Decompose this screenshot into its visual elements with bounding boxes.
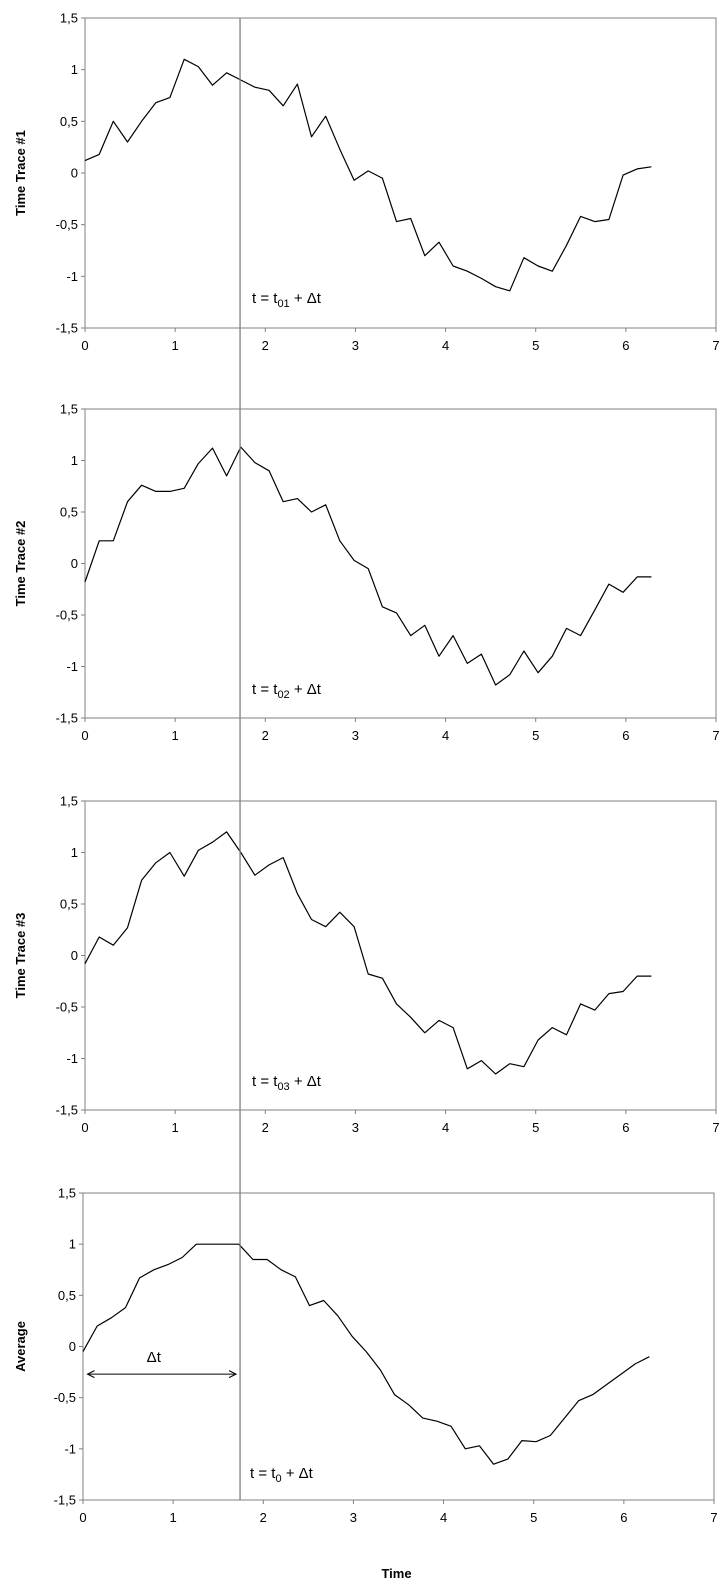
- annotation-prefix: t = t: [252, 681, 278, 698]
- x-tick-label: 7: [712, 1120, 719, 1135]
- y-tick-label: 0: [71, 166, 78, 181]
- x-tick-label: 2: [262, 1120, 269, 1135]
- y-tick-label: -0,5: [54, 1390, 76, 1405]
- y-tick-label: 1: [71, 845, 78, 860]
- x-tick-label: 7: [710, 1510, 717, 1525]
- x-tick-label: 3: [352, 728, 359, 743]
- y-tick-label: -1,5: [56, 1103, 78, 1118]
- y-tick-label: -1,5: [56, 321, 78, 336]
- x-tick-label: 6: [622, 338, 629, 353]
- annotation-suffix: + Δt: [290, 290, 322, 307]
- y-tick-label: 1,5: [60, 794, 78, 809]
- y-tick-label: -0,5: [56, 608, 78, 623]
- x-tick-label: 5: [532, 1120, 539, 1135]
- x-axis-label: Time: [381, 1566, 411, 1581]
- x-tick-label: 6: [620, 1510, 627, 1525]
- series-line: [84, 446, 652, 686]
- y-tick-label: -1: [66, 659, 78, 674]
- annotation-suffix: + Δt: [282, 1465, 314, 1482]
- y-tick-label: -0,5: [56, 1000, 78, 1015]
- time-annotation: t = t01 + Δt: [252, 290, 322, 310]
- plot-frame: [84, 17, 717, 329]
- y-axis-label: Time Trace #1: [13, 130, 28, 216]
- series-line: [82, 1243, 650, 1465]
- x-tick-label: 3: [350, 1510, 357, 1525]
- x-tick-label: 0: [81, 1120, 88, 1135]
- x-tick-label: 5: [530, 1510, 537, 1525]
- x-tick-label: 4: [442, 338, 449, 353]
- y-tick-label: 1,5: [60, 402, 78, 417]
- x-tick-label: 6: [622, 1120, 629, 1135]
- x-tick-label: 5: [532, 338, 539, 353]
- x-tick-label: 7: [712, 338, 719, 353]
- y-tick-label: 0: [71, 948, 78, 963]
- time-annotation: t = t0 + Δt: [250, 1465, 314, 1485]
- delta-t-arrowhead-right: [228, 1370, 238, 1379]
- x-tick-label: 1: [172, 338, 179, 353]
- annotation-subscript: 0: [275, 1473, 281, 1485]
- annotation-suffix: + Δt: [290, 681, 322, 698]
- y-axis-label: Time Trace #2: [13, 521, 28, 607]
- x-tick-label: 2: [260, 1510, 267, 1525]
- x-tick-label: 3: [352, 1120, 359, 1135]
- x-tick-label: 4: [442, 1120, 449, 1135]
- x-tick-label: 2: [262, 728, 269, 743]
- y-tick-label: 1,5: [58, 1186, 76, 1201]
- x-tick-label: 0: [79, 1510, 86, 1525]
- x-tick-label: 3: [352, 338, 359, 353]
- y-tick-label: -0,5: [56, 217, 78, 232]
- y-axis-label: Average: [13, 1321, 28, 1372]
- x-tick-label: 0: [81, 728, 88, 743]
- series-line: [84, 831, 652, 1075]
- series-line: [84, 58, 652, 292]
- y-tick-label: -1: [64, 1441, 76, 1456]
- delta-t-arrowhead-left: [86, 1370, 95, 1379]
- annotation-subscript: 01: [277, 298, 289, 310]
- x-tick-label: 1: [172, 1120, 179, 1135]
- annotation-subscript: 02: [277, 689, 289, 701]
- y-tick-label: -1,5: [54, 1493, 76, 1508]
- y-tick-label: 0,5: [60, 505, 78, 520]
- x-tick-label: 7: [712, 728, 719, 743]
- y-tick-label: 0,5: [60, 114, 78, 129]
- plot-frame: [82, 1192, 715, 1501]
- x-tick-label: 4: [442, 728, 449, 743]
- y-axis-label: Time Trace #3: [13, 913, 28, 999]
- y-tick-label: 1: [71, 453, 78, 468]
- time-annotation: t = t02 + Δt: [252, 681, 322, 701]
- x-tick-label: 5: [532, 728, 539, 743]
- y-tick-label: -1: [66, 1051, 78, 1066]
- x-tick-label: 4: [440, 1510, 447, 1525]
- y-tick-label: 0,5: [60, 897, 78, 912]
- annotation-suffix: + Δt: [290, 1073, 322, 1090]
- annotation-prefix: t = t: [252, 290, 278, 307]
- annotation-subscript: 03: [277, 1081, 289, 1093]
- x-tick-label: 1: [170, 1510, 177, 1525]
- y-tick-label: 0: [69, 1339, 76, 1354]
- y-tick-label: 1,5: [60, 11, 78, 26]
- x-tick-label: 6: [622, 728, 629, 743]
- plot-frame: [84, 408, 717, 719]
- delta-t-label: Δt: [147, 1349, 162, 1366]
- plot-frame: [84, 800, 717, 1111]
- time-annotation: t = t03 + Δt: [252, 1073, 322, 1093]
- y-tick-label: 0,5: [58, 1288, 76, 1303]
- y-tick-label: -1,5: [56, 711, 78, 726]
- x-tick-label: 2: [262, 338, 269, 353]
- annotation-prefix: t = t: [252, 1073, 278, 1090]
- x-tick-label: 0: [81, 338, 88, 353]
- y-tick-label: 0: [71, 556, 78, 571]
- y-tick-label: 1: [69, 1237, 76, 1252]
- y-tick-label: -1: [66, 269, 78, 284]
- annotation-prefix: t = t: [250, 1465, 276, 1482]
- y-tick-label: 1: [71, 62, 78, 77]
- x-tick-label: 1: [172, 728, 179, 743]
